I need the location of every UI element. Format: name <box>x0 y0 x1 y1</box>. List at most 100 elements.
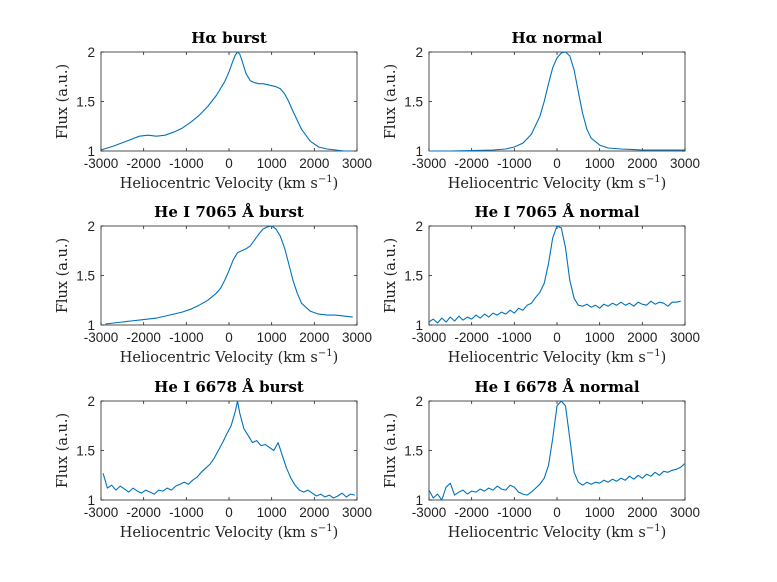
x-tick-label: -2000 <box>126 330 161 345</box>
plot-frame <box>428 400 686 501</box>
chart-panel-1: Hα burst -3000 -2000 -1000 0 1000 2000 3000 1 1.5… <box>55 29 372 192</box>
plot-frame <box>428 51 686 152</box>
x-axis-label: Heliocentric Velocity (km s−1) <box>448 523 667 541</box>
x-axis-label-close: ) <box>661 176 667 192</box>
x-tick-label: 3000 <box>670 505 700 520</box>
x-tick-label: 0 <box>225 330 233 345</box>
plot-frame <box>100 225 358 326</box>
x-tick-label: -2000 <box>454 505 489 520</box>
x-tick-label: 0 <box>225 156 233 171</box>
y-tick-label: 1.5 <box>404 269 423 284</box>
x-tick-label: 1000 <box>585 505 615 520</box>
x-tick-label: -3000 <box>412 330 447 345</box>
x-axis-label-text: Heliocentric Velocity (km s <box>120 350 318 366</box>
x-tick-label: 3000 <box>670 330 700 345</box>
x-tick-label: -1000 <box>169 330 204 345</box>
chart-panel-6: He I 6678 Å normal -3000 -2000 -1000 0 1000 20… <box>383 378 700 541</box>
x-tick-label: 1000 <box>585 330 615 345</box>
x-axis-label-exponent: −1 <box>646 174 661 185</box>
x-tick-label: 1000 <box>257 330 287 345</box>
x-tick-label: 2000 <box>299 505 329 520</box>
y-tick-label: 2 <box>415 219 423 234</box>
x-axis-label-text: Heliocentric Velocity (km s <box>448 525 646 541</box>
y-axis-label: Flux (a.u.) <box>383 238 399 313</box>
y-tick-label: 1 <box>87 144 95 159</box>
series-line <box>428 225 681 324</box>
y-tick-label: 1 <box>415 493 423 508</box>
series-line <box>100 51 353 152</box>
chart-title: He I 6678 Å burst <box>154 378 304 396</box>
chart-title: He I 7065 Å normal <box>474 203 639 221</box>
x-axis-label-text: Heliocentric Velocity (km s <box>120 176 318 192</box>
y-tick-label: 1.5 <box>76 269 95 284</box>
y-axis-label: Flux (a.u.) <box>55 64 71 139</box>
x-tick-label: 1000 <box>257 156 287 171</box>
y-tick-label: 1.5 <box>404 95 423 110</box>
y-tick-label: 1 <box>87 493 95 508</box>
x-tick-label: 3000 <box>342 156 372 171</box>
x-tick-label: -3000 <box>412 156 447 171</box>
x-axis-label-exponent: −1 <box>318 523 333 534</box>
x-tick-label: -2000 <box>126 156 161 171</box>
x-tick-label: 3000 <box>342 505 372 520</box>
x-tick-label: 1000 <box>585 156 615 171</box>
x-axis-label-close: ) <box>661 350 667 366</box>
x-tick-label: 3000 <box>670 156 700 171</box>
y-tick-label: 2 <box>87 219 95 234</box>
chart-title: Hα burst <box>191 29 267 47</box>
x-tick-label: -3000 <box>84 156 119 171</box>
x-tick-label: -1000 <box>497 505 532 520</box>
x-tick-label: -3000 <box>84 505 119 520</box>
series-line <box>428 400 686 501</box>
chart-title: He I 7065 Å burst <box>154 203 304 221</box>
chart-panel-2: Hα normal -3000 -2000 -1000 0 1000 2000 3000 1 1.… <box>383 29 700 192</box>
x-axis-label: Heliocentric Velocity (km s−1) <box>120 348 339 366</box>
x-tick-label: 2000 <box>299 156 329 171</box>
x-axis-label: Heliocentric Velocity (km s−1) <box>120 174 339 192</box>
x-tick-label: 1000 <box>257 505 287 520</box>
chart-panel-4: He I 7065 Å normal -3000 -2000 -1000 0 1000 20… <box>383 203 700 366</box>
x-tick-label: 0 <box>553 156 561 171</box>
x-axis-label-text: Heliocentric Velocity (km s <box>448 176 646 192</box>
x-axis-label-exponent: −1 <box>318 348 333 359</box>
x-tick-label: 0 <box>553 505 561 520</box>
x-axis-label: Heliocentric Velocity (km s−1) <box>448 174 667 192</box>
x-axis-label: Heliocentric Velocity (km s−1) <box>120 523 339 541</box>
x-tick-label: -2000 <box>126 505 161 520</box>
chart-title: He I 6678 Å normal <box>474 378 639 396</box>
x-axis-label-text: Heliocentric Velocity (km s <box>120 525 318 541</box>
chart-title: Hα normal <box>511 29 602 47</box>
series-line <box>105 225 353 325</box>
series-line <box>102 400 356 499</box>
y-tick-label: 2 <box>415 45 423 60</box>
x-tick-label: -1000 <box>169 505 204 520</box>
chart-panel-3: He I 7065 Å burst -3000 -2000 -1000 0 1000 200… <box>55 203 372 366</box>
x-tick-label: 0 <box>553 330 561 345</box>
chart-panel-5: He I 6678 Å burst -3000 -2000 -1000 0 1000 200… <box>55 378 372 541</box>
y-tick-label: 1.5 <box>76 95 95 110</box>
x-tick-label: -2000 <box>454 156 489 171</box>
series-line <box>429 51 685 152</box>
y-tick-label: 1 <box>415 144 423 159</box>
plot-frame <box>428 225 686 326</box>
x-tick-label: 2000 <box>299 330 329 345</box>
y-axis-label: Flux (a.u.) <box>55 413 71 488</box>
x-axis-label-close: ) <box>661 525 667 541</box>
y-tick-label: 2 <box>87 394 95 409</box>
x-axis-label-exponent: −1 <box>646 348 661 359</box>
x-tick-label: -3000 <box>412 505 447 520</box>
y-tick-label: 1.5 <box>76 444 95 459</box>
y-tick-label: 1 <box>415 318 423 333</box>
x-tick-label: -2000 <box>454 330 489 345</box>
x-tick-label: 2000 <box>627 505 657 520</box>
plot-frame <box>100 400 358 501</box>
x-axis-label-close: ) <box>333 176 339 192</box>
x-axis-label: Heliocentric Velocity (km s−1) <box>448 348 667 366</box>
x-tick-label: 2000 <box>627 156 657 171</box>
x-tick-label: -1000 <box>497 330 532 345</box>
x-tick-label: -1000 <box>169 156 204 171</box>
x-tick-label: -3000 <box>84 330 119 345</box>
y-axis-label: Flux (a.u.) <box>383 64 399 139</box>
x-axis-label-close: ) <box>333 350 339 366</box>
